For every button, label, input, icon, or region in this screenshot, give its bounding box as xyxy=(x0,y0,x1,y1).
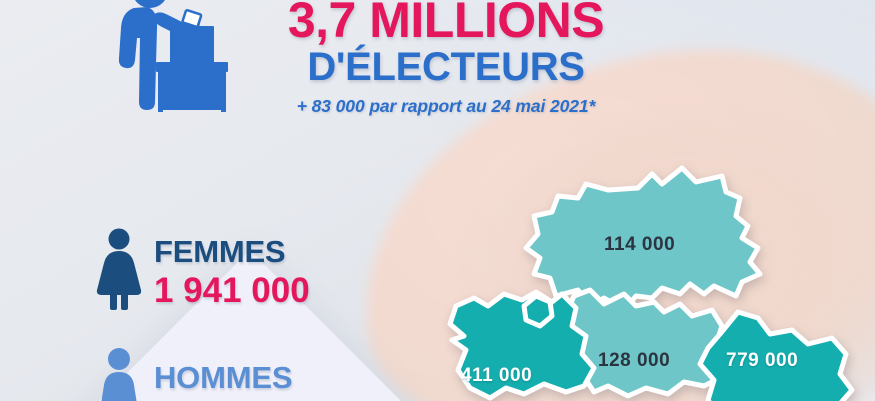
female-icon xyxy=(96,228,142,315)
stat-value-women: 1 941 000 xyxy=(154,270,310,310)
stat-row-women: FEMMES 1 941 000 xyxy=(96,228,310,315)
male-icon xyxy=(96,346,142,401)
headline: 3,7 MILLIONS D'ÉLECTEURS + 83 000 par ra… xyxy=(236,0,656,117)
map-shape-east xyxy=(697,309,855,401)
map-shape-west-islet xyxy=(521,293,555,329)
map-shape-north xyxy=(523,165,763,313)
map-shape-west xyxy=(447,289,597,401)
voter-ballot-box-icon xyxy=(108,0,238,112)
stat-label-men: HOMMES xyxy=(154,360,293,395)
headline-note: + 83 000 par rapport au 24 mai 2021* xyxy=(296,95,596,116)
region-map: 114 000 128 000 411 000 779 000 xyxy=(406,150,875,401)
headline-subject: D'ÉLECTEURS xyxy=(307,44,585,89)
stat-label-women: FEMMES xyxy=(154,233,286,269)
headline-number: 3,7 MILLIONS xyxy=(287,0,605,48)
stat-row-men: HOMMES xyxy=(96,346,293,401)
